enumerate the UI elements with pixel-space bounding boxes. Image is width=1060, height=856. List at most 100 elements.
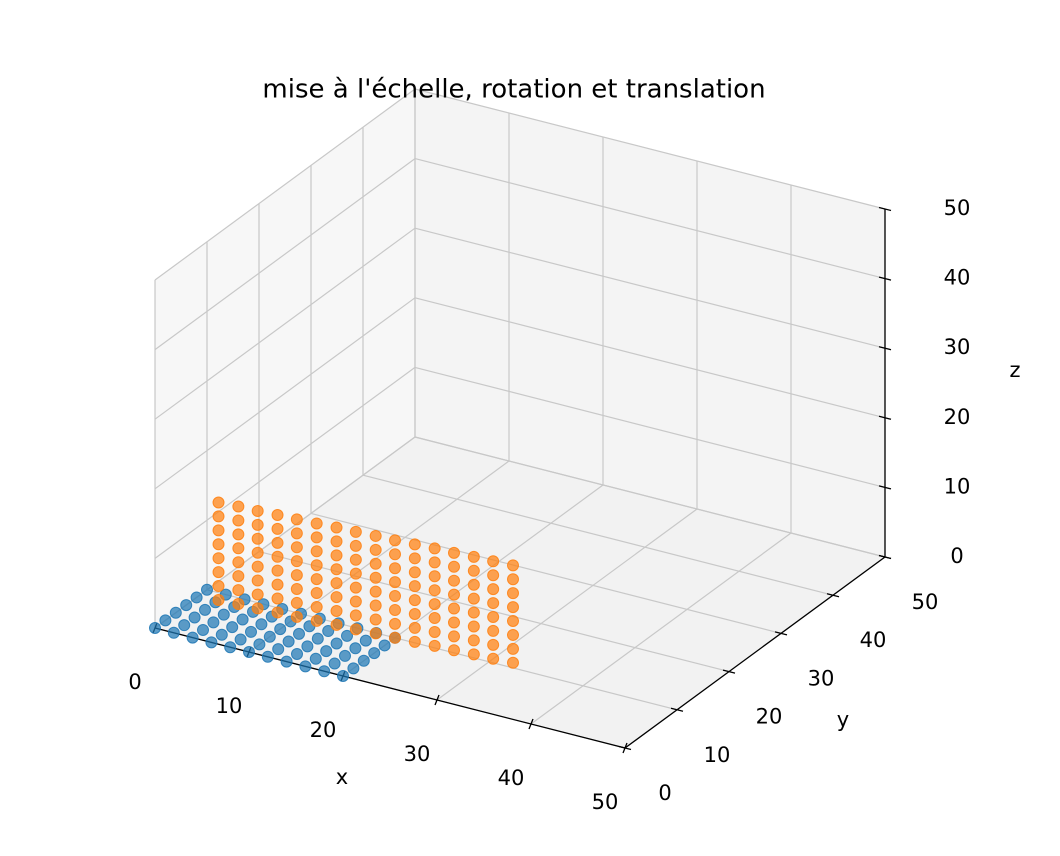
point [251, 532, 264, 545]
point [389, 617, 401, 630]
point [349, 642, 362, 655]
point [271, 592, 284, 605]
grid-line [154, 297, 416, 490]
point [487, 597, 500, 610]
tick-mark [878, 206, 892, 212]
panes [153, 88, 887, 749]
x-tick-label: 0 [128, 670, 141, 694]
point [408, 607, 421, 620]
point [389, 534, 401, 547]
grid-line [310, 512, 782, 634]
chart-title: mise à l'échelle, rotation et translatio… [262, 75, 765, 105]
point [337, 670, 349, 682]
grid [154, 88, 886, 749]
point [428, 584, 441, 597]
tick-mark [878, 485, 892, 490]
point [428, 542, 441, 555]
point [369, 529, 382, 542]
point [274, 623, 287, 636]
point [290, 555, 303, 568]
point [263, 630, 276, 643]
point [330, 591, 343, 604]
point [290, 527, 303, 540]
point [212, 524, 225, 537]
point [349, 581, 362, 594]
point [167, 626, 180, 639]
point [251, 546, 264, 559]
y-tick-label: 10 [704, 743, 731, 767]
point [149, 622, 161, 634]
point [328, 657, 341, 670]
point [232, 528, 245, 541]
point [507, 587, 519, 600]
z-tick-label: 10 [944, 474, 971, 498]
x-tick-label: 50 [592, 790, 619, 814]
point [290, 610, 303, 623]
tick-mark [878, 415, 892, 420]
point [467, 648, 480, 661]
point [232, 500, 245, 513]
x-tick-label: 10 [216, 694, 243, 718]
point [487, 638, 500, 651]
point [408, 580, 421, 593]
point [408, 552, 421, 565]
point [271, 536, 284, 549]
grid-line [436, 508, 698, 701]
tick-mark [878, 346, 892, 351]
point [232, 584, 245, 597]
point [310, 614, 323, 627]
point [169, 606, 182, 619]
y-tick-label: 40 [860, 628, 887, 652]
point [378, 639, 391, 652]
point [290, 513, 303, 526]
point [212, 593, 225, 606]
point [217, 608, 230, 621]
point [255, 618, 268, 631]
point [330, 605, 343, 618]
point [243, 646, 255, 658]
point [467, 620, 480, 633]
point [322, 625, 335, 638]
point [271, 522, 284, 535]
point [251, 560, 264, 573]
point [389, 631, 401, 644]
z-axis-label: z [1009, 358, 1020, 382]
point [318, 665, 331, 678]
point [310, 559, 323, 572]
point [251, 504, 264, 517]
point [180, 599, 193, 612]
point [207, 616, 220, 629]
y-axis-line [624, 556, 886, 749]
point [428, 598, 441, 611]
point [369, 557, 382, 570]
point [212, 496, 225, 509]
point [389, 548, 401, 561]
point [290, 583, 303, 596]
point [178, 619, 191, 632]
point [357, 654, 370, 667]
point [310, 587, 323, 600]
point [448, 560, 460, 573]
point [232, 556, 245, 569]
point [159, 614, 172, 627]
point [271, 508, 284, 521]
point [330, 637, 343, 650]
point [205, 636, 218, 649]
point [212, 538, 225, 551]
point [349, 567, 362, 580]
tick-mark [670, 707, 684, 712]
tick-mark [826, 593, 840, 598]
point [301, 640, 314, 653]
point [347, 662, 360, 675]
tick-mark [528, 718, 534, 730]
grid-line [154, 88, 416, 281]
point [487, 569, 500, 582]
point [271, 606, 284, 619]
axes: 0 10 20 30 40 50 0 10 20 30 40 50 0 10 20 30 40 50 x y z [128, 196, 1020, 814]
point [349, 609, 362, 622]
point [199, 603, 211, 616]
point [212, 566, 225, 579]
z-tick-label: 20 [944, 405, 971, 429]
point [212, 510, 225, 523]
